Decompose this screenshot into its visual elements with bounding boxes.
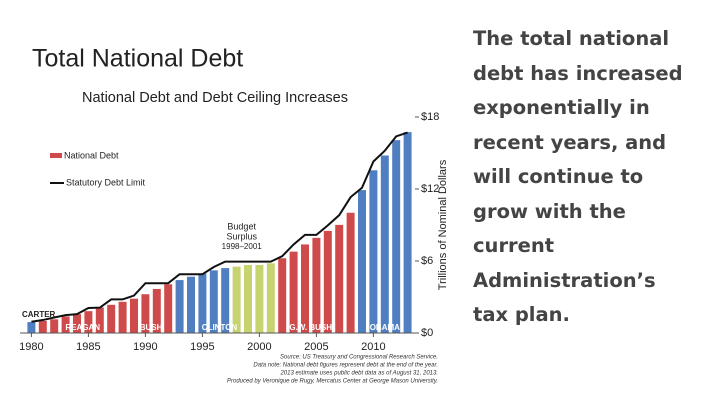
era-label: CLINTON [202,323,238,332]
bar [50,319,59,333]
bar [130,298,138,333]
bar [301,244,309,333]
bar [209,270,218,333]
x-tick-label: 2005 [304,341,328,353]
bar [323,230,332,333]
bar [392,140,401,333]
bar [27,322,36,333]
x-tick-label: 1985 [76,341,100,353]
x-tick-label: 1980 [19,341,43,353]
chart-title: National Debt and Debt Ceiling Increases [82,90,348,106]
era-label: BUSH [140,323,163,332]
x-tick-label: 2010 [361,341,385,353]
bar [232,266,241,333]
legend-swatch [50,153,62,158]
bar [346,212,355,333]
bar [380,155,389,333]
era-label: G.W. BUSH [289,323,332,332]
slide-title: Total National Debt [32,45,243,73]
bar [141,294,150,333]
bar [312,237,321,333]
bar [73,314,81,333]
bar [403,132,412,333]
bar [369,170,378,333]
body-text: The total national debt has increased ex… [473,27,683,326]
bar [221,268,230,333]
y-tick-label: $18 [421,111,439,123]
bar [38,321,47,333]
bar [266,263,275,333]
bar [255,264,264,333]
bar [175,280,184,333]
bar [244,265,252,333]
source-note: Produced by Veronique de Rugy, Mercatus … [227,379,438,385]
surplus-label: Budget [227,221,256,231]
y-tick-label: $6 [421,255,433,267]
bar [187,276,195,333]
bar [164,284,173,333]
surplus-label: Surplus [226,231,257,241]
bar [335,224,344,333]
bar [289,251,298,333]
era-label: CARTER [22,310,56,319]
bar [152,288,161,333]
bar [358,190,366,333]
x-tick-label: 1995 [190,341,214,353]
bar [278,258,287,333]
y-tick-label: $0 [421,327,433,339]
source-note: 2013 estimate uses public debt data as o… [279,371,438,377]
legend-label: National Debt [64,150,119,160]
bar [198,273,207,333]
bar [118,301,127,333]
debt-limit-line [31,131,408,323]
era-label: REAGAN [65,323,100,332]
bar [95,307,104,333]
source-note: Source: US Treasury and Congressional Re… [280,355,438,361]
bar [61,316,70,333]
y-tick-label: $12 [421,183,439,195]
era-label: OBAMA [370,323,400,332]
legend-label: Statutory Debt Limit [66,177,146,187]
bar [107,304,116,333]
source-note: Data note: National debt figures represe… [253,363,438,369]
x-tick-label: 2000 [247,341,271,353]
x-tick-label: 1990 [133,341,157,353]
y-axis-label: Trillions of Nominal Dollars [437,159,449,290]
surplus-label: 1998–2001 [222,242,263,251]
bar [84,311,93,333]
